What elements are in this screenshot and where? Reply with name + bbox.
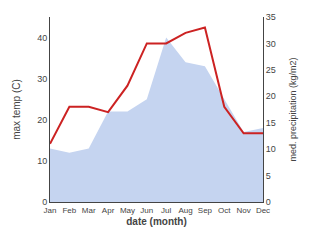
svg-text:max temp (C): max temp (C) (11, 79, 22, 140)
svg-text:Nov: Nov (237, 206, 251, 215)
svg-text:Sep: Sep (198, 206, 213, 215)
svg-text:Apr: Apr (102, 206, 115, 215)
svg-text:Mar: Mar (82, 206, 96, 215)
svg-text:May: May (120, 206, 135, 215)
svg-text:date (month): date (month) (126, 216, 187, 227)
svg-text:5: 5 (266, 171, 271, 181)
svg-text:0: 0 (266, 197, 271, 207)
svg-text:30: 30 (37, 74, 47, 84)
svg-text:Jul: Jul (161, 206, 171, 215)
svg-text:0: 0 (42, 197, 47, 207)
svg-text:20: 20 (266, 91, 276, 101)
svg-text:Oct: Oct (218, 206, 231, 215)
svg-text:Jun: Jun (140, 206, 153, 215)
svg-text:Dec: Dec (256, 206, 270, 215)
svg-text:Feb: Feb (62, 206, 76, 215)
svg-text:10: 10 (37, 156, 47, 166)
svg-text:30: 30 (266, 39, 276, 49)
svg-text:20: 20 (37, 115, 47, 125)
svg-text:40: 40 (37, 33, 47, 43)
svg-text:Aug: Aug (178, 206, 192, 215)
svg-text:25: 25 (266, 65, 276, 75)
svg-text:Jan: Jan (44, 206, 57, 215)
svg-text:15: 15 (266, 118, 276, 128)
svg-text:35: 35 (266, 12, 276, 22)
svg-text:med. precipitation (kg/m2): med. precipitation (kg/m2) (288, 57, 298, 161)
svg-text:10: 10 (266, 144, 276, 154)
